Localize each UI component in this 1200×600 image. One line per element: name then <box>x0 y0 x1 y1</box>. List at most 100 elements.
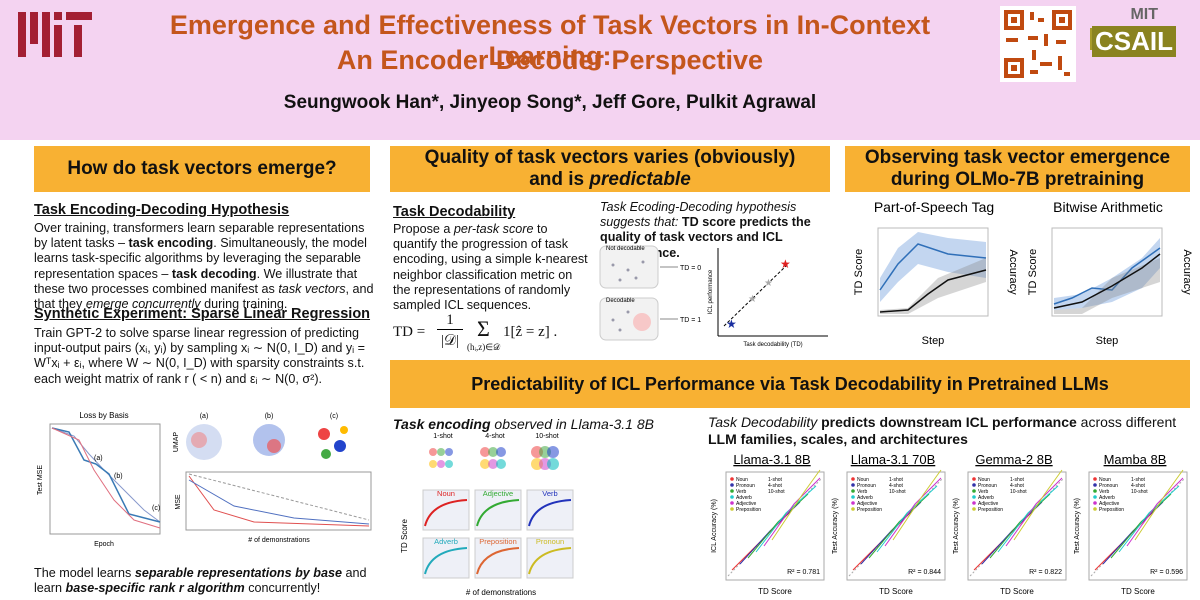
axis-label: Test Accuracy (%) <box>1074 498 1081 554</box>
legend-label: Pronoun <box>1099 483 1118 489</box>
curve <box>188 473 370 521</box>
marker: ★ <box>764 278 773 289</box>
legend-label: Preposition <box>978 507 1003 513</box>
task-line <box>1126 477 1184 547</box>
legend-swatch <box>851 501 855 505</box>
lab-logo-text: MIT <box>1130 6 1158 23</box>
legend: NounPronounVerbAdverbAdjectivePrepositio… <box>730 477 785 513</box>
legend-swatch <box>1093 477 1097 481</box>
umap-cluster <box>437 448 445 456</box>
curve <box>1053 247 1161 305</box>
subheading: Task Decodability <box>393 204 516 220</box>
task-line <box>884 477 942 547</box>
panel-label: (b) <box>114 473 123 480</box>
axis-label: UMAP <box>173 432 180 453</box>
legend-label: Noun <box>857 477 869 483</box>
legend: NounPronounVerbAdverbAdjectivePrepositio… <box>851 477 906 513</box>
legend-swatch <box>972 477 976 481</box>
legend-label: Noun <box>736 477 748 483</box>
lab-logo: MIT CSAIL <box>1086 4 1186 88</box>
legend: NounPronounVerbAdverbAdjectivePrepositio… <box>1093 477 1148 513</box>
legend-label: 1-shot <box>1010 477 1025 483</box>
legend-swatch <box>1093 495 1097 499</box>
legend-label: 4-shot <box>1010 483 1025 489</box>
legend-label: 10-shot <box>768 489 785 495</box>
axis-label: Test MSE <box>37 465 44 495</box>
axis-label: TD Score <box>879 587 913 596</box>
umap-cluster <box>547 446 559 458</box>
legend-swatch <box>730 477 734 481</box>
legend-label: Pronoun <box>736 483 755 489</box>
task-line <box>868 493 930 559</box>
legend-label: Adverb <box>978 495 994 501</box>
umap-cluster <box>429 448 437 456</box>
legend-swatch <box>730 483 734 487</box>
legend-label: 1-shot <box>1131 477 1146 483</box>
task-label: Verb <box>542 489 557 498</box>
legend-label: Verb <box>978 489 989 495</box>
task-line <box>1118 485 1180 553</box>
task-line <box>989 493 1051 559</box>
encoding-figure: 1-shot 4-shot 10-shot Noun Adjective Verb Adve… <box>400 433 574 597</box>
axis-label: # of demonstrations <box>466 588 536 597</box>
umap-cluster <box>480 447 490 457</box>
umap-cluster <box>480 459 490 469</box>
llm-chart: Gemma-2 8B NounPronounVerbAdverbAdjective… <box>953 452 1067 596</box>
legend-swatch <box>972 501 976 505</box>
panel-label: (c) <box>152 505 160 512</box>
subheading: Task encoding observed in Llama-3.1 8B <box>393 416 654 432</box>
task-line <box>763 477 821 547</box>
cluster-box <box>599 245 659 289</box>
llm-chart: Llama-3.1 70B NounPronounVerbAdverbAdject… <box>832 452 946 596</box>
legend-swatch <box>972 495 976 499</box>
panel-label: (a) <box>94 455 103 462</box>
section-heading: Observing task vector emergence during OL… <box>845 146 1190 192</box>
task-label: Adverb <box>434 537 458 546</box>
band <box>1054 258 1160 314</box>
plot-title: Bitwise Arithmetic <box>1053 199 1163 215</box>
marker: ★ <box>748 294 757 305</box>
shot-label: 1-shot <box>433 433 453 440</box>
legend-swatch <box>730 489 734 493</box>
legend-label: Adjective <box>736 501 757 507</box>
task-line <box>747 493 809 559</box>
legend-swatch <box>851 495 855 499</box>
section-heading: Quality of task vectors varies (obviousl… <box>390 146 830 192</box>
umap-cluster <box>488 447 498 457</box>
marker: ★ <box>726 317 737 331</box>
label: TD = 0 <box>680 265 701 272</box>
band <box>880 232 986 302</box>
curve <box>879 269 987 313</box>
chart-title: Gemma-2 8B <box>975 452 1052 467</box>
chart-title: Mamba 8B <box>1104 452 1167 467</box>
legend-label: Preposition <box>736 507 761 513</box>
legend-label: Adverb <box>736 495 752 501</box>
curve <box>188 479 370 525</box>
axes <box>422 489 470 531</box>
legend-swatch <box>851 477 855 481</box>
task-label: Adjective <box>483 489 513 498</box>
legend-label: Noun <box>1099 477 1111 483</box>
curve <box>879 243 987 291</box>
curve <box>51 427 161 523</box>
legend-swatch <box>1093 489 1097 493</box>
axis-label: TD Score <box>1000 587 1034 596</box>
r2-label: R² = 0.844 <box>908 569 941 576</box>
legend-swatch <box>730 495 734 499</box>
axis-label: ICL performance <box>708 269 714 314</box>
umap-cluster <box>429 460 437 468</box>
axis-label: Accuracy <box>1181 249 1193 295</box>
axes <box>474 489 522 531</box>
axis-label: TD Score <box>1027 249 1039 295</box>
paragraph: Propose a per-task score to quantify the… <box>393 222 588 313</box>
panel-label: (b) <box>265 413 274 420</box>
legend-label: Preposition <box>857 507 882 513</box>
panel-label: (c) <box>330 413 338 420</box>
legend-swatch <box>851 507 855 511</box>
chart-title: Llama-3.1 70B <box>851 452 936 467</box>
legend-label: Adverb <box>1099 495 1115 501</box>
legend-label: Noun <box>978 477 990 483</box>
umap-cluster <box>488 459 498 469</box>
task-label: Noun <box>437 489 455 498</box>
prediction-text: Task Decodability predicts downstream IC… <box>708 414 1177 447</box>
